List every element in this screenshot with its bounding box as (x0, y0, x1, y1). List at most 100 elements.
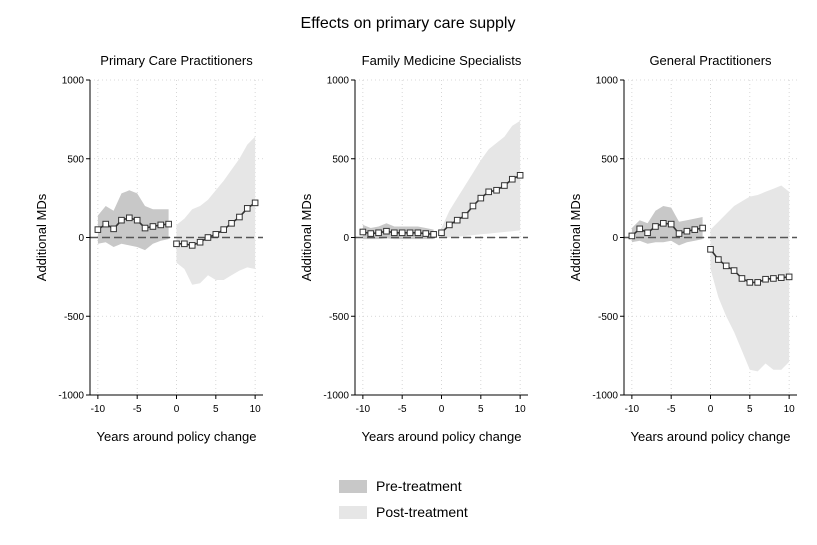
post-treatment-point (477, 194, 485, 202)
legend-label: Pre-treatment (376, 478, 462, 494)
y-tick-label: 0 (78, 233, 84, 244)
x-tick-label: -10 (625, 404, 640, 415)
post-treatment-point (251, 199, 259, 207)
pre-treatment-point (133, 216, 141, 224)
pre-treatment-line (97, 216, 169, 231)
panel-title: Family Medicine Specialists (362, 53, 522, 68)
x-tick-label: 10 (784, 404, 796, 415)
pre-treatment-point (102, 220, 110, 228)
y-tick-label: 1000 (62, 76, 85, 87)
post-treatment-point (173, 240, 180, 248)
post-treatment-point (204, 234, 212, 241)
pre-treatment-point (636, 225, 644, 233)
post-treatment-band (710, 185, 790, 372)
x-tick-label: -10 (91, 404, 106, 415)
figure-title: Effects on primary care supply (301, 15, 516, 32)
pre-treatment-point (118, 216, 125, 224)
post-treatment-point (243, 205, 251, 212)
pre-treatment-point (675, 230, 683, 237)
post-treatment-point (220, 226, 227, 233)
pre-treatment-point (391, 229, 398, 237)
x-tick-label: 5 (747, 404, 753, 415)
pre-treatment-point (628, 232, 636, 240)
pre-treatment-point (414, 229, 422, 237)
post-treatment-point (777, 274, 785, 281)
pre-treatment-point (398, 229, 406, 237)
post-treatment-point (446, 221, 453, 229)
pre-treatment-point (375, 229, 382, 237)
post-treatment-point (715, 256, 722, 263)
x-axis-title: Years around policy change (97, 429, 257, 444)
x-axis-title: Years around policy change (362, 429, 522, 444)
y-tick-label: -1000 (592, 391, 618, 402)
x-tick-label: -5 (398, 404, 407, 415)
y-tick-label: -500 (64, 312, 84, 323)
pre-treatment-point (149, 223, 157, 230)
post-treatment-point (453, 216, 461, 224)
y-tick-label: -500 (598, 312, 618, 323)
legend-swatch (339, 480, 367, 493)
pre-treatment-point (683, 227, 691, 235)
post-treatment-point (508, 175, 516, 183)
post-treatment-point (501, 182, 508, 189)
pre-treatment-point (157, 221, 165, 229)
pre-treatment-point (126, 214, 133, 222)
pre-treatment-band (97, 190, 169, 251)
pre-treatment-point (94, 226, 102, 233)
pre-treatment-point (165, 220, 172, 228)
legend: Pre-treatment Post-treatment (339, 478, 468, 520)
pre-treatment-point (652, 223, 659, 230)
x-axis-title: Years around policy change (631, 429, 791, 444)
pre-treatment-point (422, 230, 430, 237)
y-axis-title: Additional MDs (568, 193, 583, 281)
post-treatment-point (738, 275, 746, 282)
post-treatment-point (746, 279, 754, 286)
x-tick-label: 0 (174, 404, 180, 415)
post-treatment-band (441, 120, 521, 238)
y-tick-label: 0 (343, 233, 349, 244)
pre-treatment-point (644, 229, 651, 237)
post-treatment-point (228, 220, 235, 227)
panel-title: Primary Care Practitioners (100, 53, 253, 68)
y-tick-label: -1000 (58, 391, 84, 402)
post-treatment-point (181, 240, 188, 248)
pre-treatment-point (667, 220, 675, 228)
pre-treatment-point (141, 224, 149, 232)
legend-swatch (339, 506, 367, 519)
y-tick-label: 1000 (596, 76, 619, 87)
post-treatment-point (469, 202, 477, 210)
pre-treatment-point (367, 230, 375, 237)
pre-treatment-point (430, 231, 437, 238)
x-tick-label: 0 (439, 404, 445, 415)
panel-title: General Practitioners (649, 53, 772, 68)
pre-treatment-point (660, 220, 667, 227)
chart-panel-3: General Practitioners -1000 -500 0 500 1000 -1… (568, 53, 797, 444)
chart-panel-1: Primary Care Practitioners -1000 -500 0 500 1… (34, 53, 263, 444)
post-treatment-point (770, 275, 777, 282)
x-tick-label: -5 (667, 404, 676, 415)
pre-treatment-point (383, 227, 390, 235)
post-treatment-point (485, 188, 492, 196)
x-tick-label: 10 (515, 404, 527, 415)
post-treatment-point (212, 231, 220, 238)
panels: Primary Care Practitioners-1000-50005001… (34, 53, 797, 444)
post-treatment-point (762, 275, 769, 283)
post-treatment-point (707, 246, 714, 253)
pre-treatment-point (359, 228, 367, 236)
pre-treatment-line (362, 230, 434, 236)
y-tick-label: 500 (67, 154, 84, 165)
post-treatment-point (754, 279, 761, 286)
post-treatment-point (493, 186, 500, 194)
legend-label: Post-treatment (376, 504, 468, 520)
post-treatment-point (188, 242, 196, 249)
y-tick-label: -1000 (323, 391, 349, 402)
pre-treatment-point (699, 224, 706, 232)
pre-treatment-point (110, 225, 117, 233)
post-treatment-point (196, 238, 204, 246)
pre-treatment-point (691, 226, 699, 233)
post-treatment-point (438, 229, 445, 237)
y-tick-label: 1000 (327, 76, 350, 87)
y-tick-label: 500 (601, 154, 618, 165)
x-tick-label: -5 (133, 404, 142, 415)
y-tick-label: 0 (612, 233, 618, 244)
